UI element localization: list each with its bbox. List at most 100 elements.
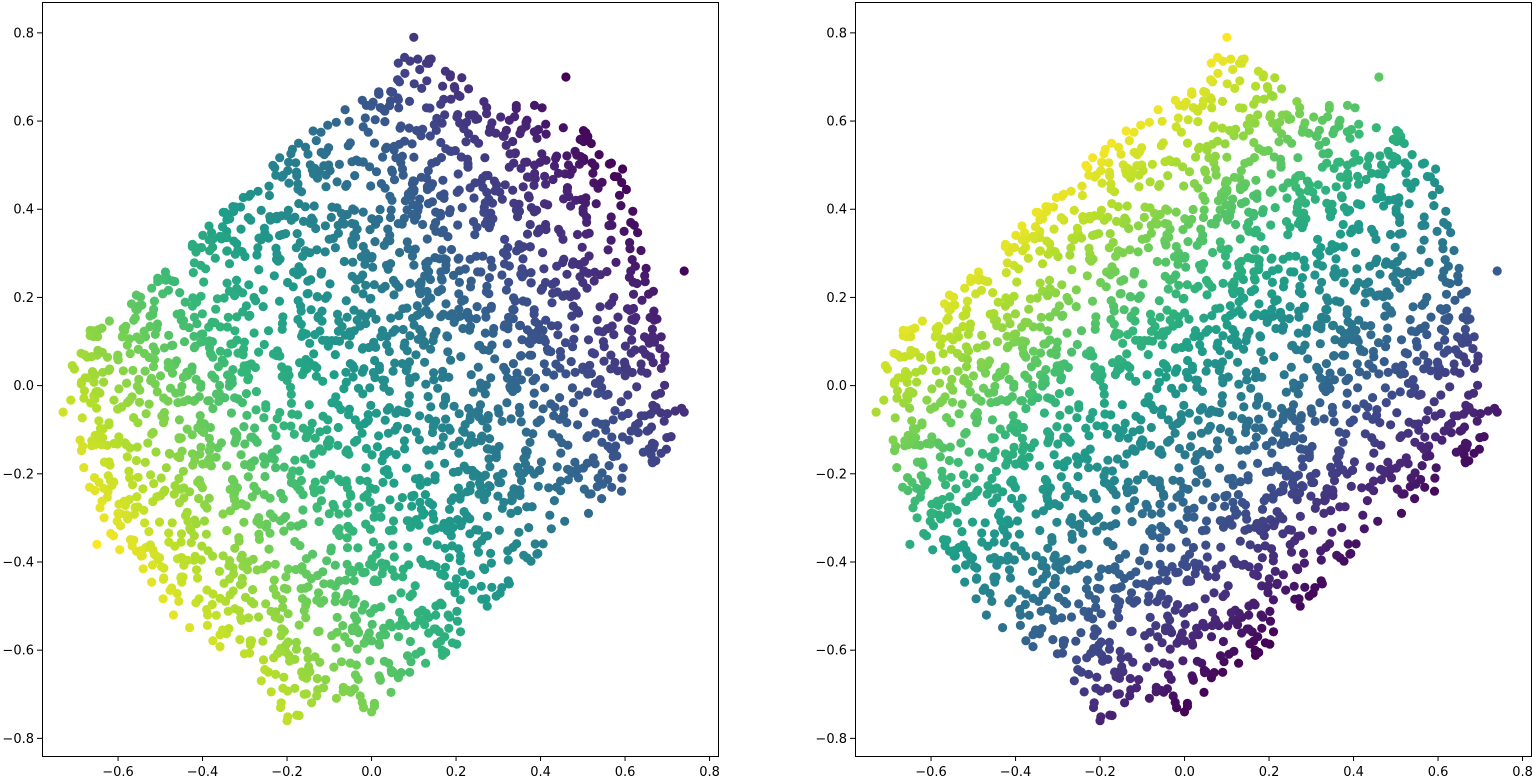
left-scatter-point — [549, 411, 559, 421]
left-scatter-point — [265, 493, 275, 503]
left-scatter-point — [606, 444, 616, 454]
left-scatter-point — [171, 356, 182, 366]
left-scatter-point — [566, 357, 576, 367]
left-scatter-point — [94, 432, 104, 442]
left-scatter-point — [274, 230, 285, 241]
right-scatter-point — [1111, 505, 1121, 515]
left-scatter-point — [539, 199, 550, 209]
left-scatter-point — [309, 349, 319, 359]
left-scatter-point — [396, 121, 406, 131]
right-scatter-point — [1276, 439, 1286, 450]
right-scatter-point — [1044, 275, 1055, 285]
right-scatter-point — [1096, 277, 1106, 288]
right-scatter-point — [1256, 332, 1266, 342]
left-scatter-point — [397, 614, 407, 625]
right-scatter-point — [1009, 329, 1019, 339]
right-scatter-point — [1206, 405, 1216, 415]
right-scatter-point — [1217, 398, 1227, 408]
left-scatter-point — [406, 192, 416, 202]
left-scatter-point — [115, 521, 126, 531]
left-scatter-point — [279, 462, 289, 472]
right-scatter-point — [1239, 293, 1249, 303]
right-scatter-point — [1312, 497, 1322, 507]
right-scatter-point — [1156, 508, 1166, 518]
right-scatter-point — [1021, 404, 1031, 414]
right-scatter-point — [1319, 414, 1329, 424]
left-scatter-point — [176, 537, 186, 547]
right-scatter-point — [1325, 368, 1335, 378]
right-scatter-point — [1256, 232, 1266, 242]
right-scatter-point — [1257, 623, 1267, 633]
left-scatter-point — [666, 432, 676, 442]
right-scatter-point — [1341, 376, 1351, 386]
left-scatter-point — [208, 589, 218, 599]
right-scatter-point — [1382, 334, 1392, 344]
left-scatter-point — [459, 578, 469, 588]
left-scatter-point — [434, 254, 444, 264]
left-scatter-point — [454, 304, 464, 314]
right-scatter-point — [1121, 169, 1132, 179]
right-scatter-point — [1415, 267, 1425, 277]
right-scatter-point — [1389, 152, 1399, 162]
right-scatter-point — [1230, 83, 1240, 93]
right-scatter-point — [1265, 606, 1275, 617]
right-scatter-point — [1249, 569, 1259, 579]
right-scatter-point — [1354, 315, 1364, 325]
left-scatter-point — [482, 187, 492, 197]
left-scatter-point — [449, 82, 459, 92]
right-x-tick-label: −0.6 — [915, 765, 947, 779]
right-scatter-point — [1245, 639, 1255, 649]
left-scatter-point — [386, 687, 396, 698]
right-scatter-point — [1353, 277, 1364, 288]
left-scatter-point — [441, 394, 451, 405]
right-scatter-point — [1162, 576, 1172, 586]
left-scatter-point — [473, 114, 483, 124]
left-scatter-point — [283, 609, 293, 619]
left-scatter-point — [152, 319, 163, 329]
right-scatter-point — [1264, 574, 1274, 584]
right-scatter-point — [1261, 441, 1271, 451]
left-scatter-point — [429, 445, 439, 455]
left-scatter-point — [222, 215, 232, 225]
right-scatter-point — [1153, 330, 1163, 340]
left-scatter-point — [471, 251, 481, 261]
left-scatter-point — [402, 237, 412, 247]
right-scatter-point — [1163, 611, 1173, 621]
left-scatter-point — [426, 344, 436, 354]
left-scatter-point — [457, 296, 467, 306]
right-scatter-point — [1198, 495, 1208, 505]
left-scatter-point — [502, 373, 512, 383]
right-scatter-point — [1182, 561, 1192, 572]
left-scatter-point — [271, 212, 281, 222]
left-scatter-point — [320, 247, 330, 257]
right-scatter-point — [1376, 464, 1386, 474]
right-scatter-point — [992, 397, 1002, 407]
right-scatter-point — [1145, 627, 1155, 637]
left-scatter-point — [655, 388, 666, 398]
left-scatter-point — [441, 414, 451, 424]
left-scatter-point — [391, 450, 401, 460]
right-scatter-point — [1369, 476, 1379, 486]
left-scatter-point — [329, 502, 339, 512]
left-scatter-point — [194, 594, 204, 604]
right-scatter-point — [1125, 292, 1135, 302]
left-scatter-point — [254, 534, 264, 545]
left-scatter-point — [498, 131, 508, 141]
left-scatter-point — [497, 270, 507, 280]
right-scatter-point — [1160, 271, 1170, 281]
left-x-tick-label: 0.2 — [446, 765, 467, 779]
right-scatter-point — [1104, 644, 1115, 654]
right-scatter-point — [1078, 528, 1088, 538]
left-scatter-point — [514, 527, 524, 537]
left-scatter-point — [129, 509, 139, 519]
right-scatter-point — [1254, 299, 1264, 309]
right-y-tick-label: −0.2 — [815, 467, 847, 482]
left-scatter-point — [617, 473, 627, 483]
right-scatter-point — [1410, 494, 1420, 504]
right-scatter-point — [1315, 339, 1325, 349]
right-scatter-point — [1279, 370, 1289, 380]
left-scatter-point — [275, 153, 285, 163]
right-scatter-point — [1147, 576, 1157, 586]
left-scatter-point — [508, 386, 518, 397]
right-scatter-point — [1170, 367, 1180, 377]
